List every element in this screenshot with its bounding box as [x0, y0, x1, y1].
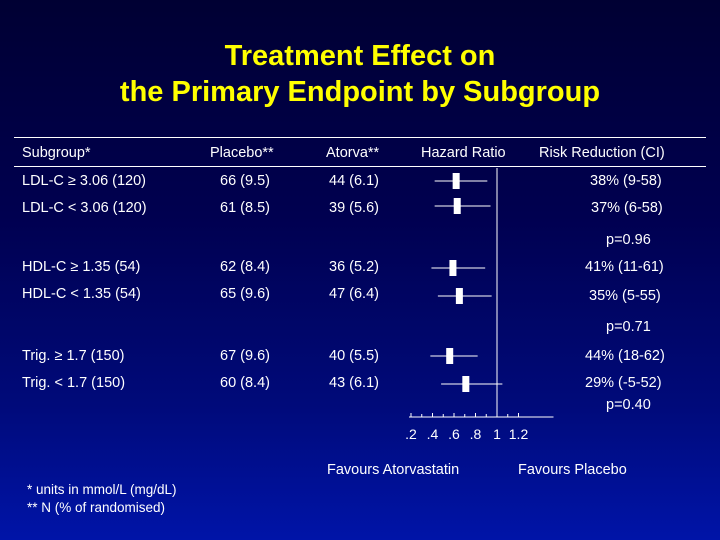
- row-6-atorva: 43 (6.1): [329, 375, 379, 391]
- x-tick-label-5: 1.2: [509, 426, 529, 442]
- hazard-ratio-marker-row-5: [446, 348, 454, 364]
- hazard-ratio-marker-row-2: [453, 198, 461, 214]
- row-1-atorva: 44 (6.1): [329, 173, 379, 189]
- x-tick-label-0: .2: [405, 426, 417, 442]
- p-value-trig: p=0.40: [606, 397, 651, 413]
- x-tick-label-4: 1: [493, 426, 501, 442]
- hazard-ratio-marker-row-6: [462, 376, 470, 392]
- row-2-subgroup: LDL-C < 3.06 (120): [22, 200, 147, 216]
- header-subgroup: Subgroup*: [22, 145, 91, 161]
- row-5-placebo: 67 (9.6): [220, 348, 270, 364]
- header-atorva: Atorva**: [326, 145, 380, 161]
- header-placebo: Placebo**: [210, 145, 274, 161]
- hazard-ratio-marker-row-1: [452, 173, 460, 189]
- row-2-atorva: 39 (5.6): [329, 200, 379, 216]
- x-tick-label-1: .4: [427, 426, 439, 442]
- row-3-atorva: 36 (5.2): [329, 259, 379, 275]
- hazard-ratio-marker-row-3: [449, 260, 457, 276]
- row-3-subgroup: HDL-C ≥ 1.35 (54): [22, 259, 141, 275]
- favours-placebo-label: Favours Placebo: [518, 462, 627, 478]
- hazard-ratio-marker-row-4: [455, 288, 463, 304]
- footnote-n: ** N (% of randomised): [27, 500, 166, 515]
- title-line-1: Treatment Effect on: [224, 40, 496, 72]
- row-6-subgroup: Trig. < 1.7 (150): [22, 375, 126, 391]
- row-5-subgroup: Trig. ≥ 1.7 (150): [22, 348, 125, 364]
- row-3-risk-reduction: 41% (11-61): [585, 259, 664, 275]
- title-line-2: the Primary Endpoint by Subgroup: [119, 76, 601, 108]
- header-hazard-ratio: Hazard Ratio: [421, 145, 506, 161]
- row-4-risk-reduction: 35% (5-55): [589, 288, 661, 304]
- favours-atorvastatin-label: Favours Atorvastatin: [327, 462, 460, 478]
- row-2-risk-reduction: 37% (6-58): [591, 200, 663, 216]
- footnote-units: * units in mmol/L (mg/dL): [27, 482, 177, 497]
- header-risk-reduction: Risk Reduction (CI): [539, 145, 665, 161]
- x-tick-label-3: .8: [470, 426, 482, 442]
- p-value-ldl: p=0.96: [606, 232, 651, 248]
- row-1-subgroup: LDL-C ≥ 3.06 (120): [22, 173, 147, 189]
- header-top-rule: [14, 137, 706, 138]
- row-4-atorva: 47 (6.4): [329, 286, 379, 302]
- x-tick-label-2: .6: [448, 426, 460, 442]
- header-bottom-rule: [14, 166, 706, 167]
- row-5-atorva: 40 (5.5): [329, 348, 379, 364]
- row-6-risk-reduction: 29% (-5-52): [585, 375, 662, 391]
- row-1-risk-reduction: 38% (9-58): [590, 173, 662, 189]
- slide-title: Treatment Effect on the Primary Endpoint…: [0, 38, 720, 110]
- p-value-hdl: p=0.71: [606, 319, 651, 335]
- row-1-placebo: 66 (9.5): [220, 173, 270, 189]
- row-2-placebo: 61 (8.5): [220, 200, 270, 216]
- row-5-risk-reduction: 44% (18-62): [585, 348, 665, 364]
- row-4-subgroup: HDL-C < 1.35 (54): [22, 286, 141, 302]
- row-3-placebo: 62 (8.4): [220, 259, 270, 275]
- row-6-placebo: 60 (8.4): [220, 375, 270, 391]
- row-4-placebo: 65 (9.6): [220, 286, 270, 302]
